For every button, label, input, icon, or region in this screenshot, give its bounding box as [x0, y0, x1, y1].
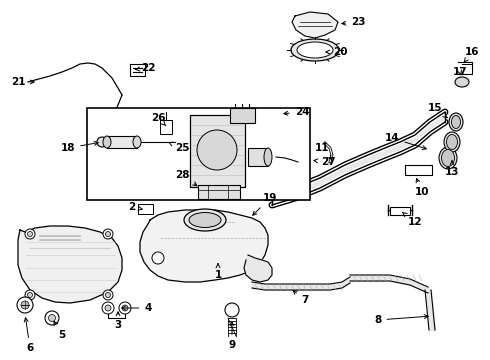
Text: 2: 2 [128, 202, 142, 212]
Ellipse shape [441, 149, 455, 166]
Text: 21: 21 [11, 77, 34, 87]
Circle shape [122, 305, 128, 311]
Polygon shape [244, 255, 272, 282]
Text: 11: 11 [315, 143, 331, 159]
Circle shape [119, 302, 131, 314]
Circle shape [45, 311, 59, 325]
Circle shape [197, 130, 237, 170]
Bar [230, 108, 255, 123]
Text: 26: 26 [151, 113, 166, 126]
Text: 1: 1 [215, 264, 221, 280]
Ellipse shape [189, 212, 221, 228]
Ellipse shape [297, 42, 333, 58]
Circle shape [105, 292, 111, 297]
Text: 28: 28 [175, 170, 197, 186]
Text: 9: 9 [228, 322, 236, 350]
Polygon shape [140, 210, 268, 282]
Text: 25: 25 [169, 142, 189, 153]
Bar [160, 120, 172, 134]
Bar [138, 204, 153, 214]
Text: 20: 20 [326, 47, 347, 57]
Bar [87, 108, 310, 200]
Text: 5: 5 [54, 321, 66, 340]
Ellipse shape [449, 113, 463, 131]
Text: 23: 23 [342, 17, 365, 27]
Text: 19: 19 [253, 193, 277, 215]
Ellipse shape [264, 148, 272, 166]
Text: 27: 27 [314, 157, 335, 167]
Text: 10: 10 [415, 179, 429, 197]
Circle shape [105, 305, 111, 311]
Text: 7: 7 [293, 291, 309, 305]
Circle shape [97, 137, 107, 147]
Ellipse shape [439, 147, 457, 169]
Text: 3: 3 [114, 312, 122, 330]
Circle shape [27, 292, 32, 297]
Text: 22: 22 [135, 63, 155, 73]
Text: 16: 16 [464, 47, 479, 62]
Circle shape [103, 290, 113, 300]
Text: 24: 24 [284, 107, 309, 117]
Circle shape [21, 301, 29, 309]
Text: 13: 13 [445, 161, 459, 177]
Bar [107, 136, 137, 148]
Ellipse shape [103, 136, 111, 148]
Text: 12: 12 [403, 212, 422, 227]
Ellipse shape [184, 209, 226, 231]
Text: 14: 14 [385, 133, 426, 149]
Polygon shape [18, 226, 122, 303]
Circle shape [49, 315, 55, 321]
Circle shape [225, 303, 239, 317]
Ellipse shape [444, 132, 460, 152]
Polygon shape [292, 12, 338, 38]
Circle shape [152, 252, 164, 264]
Circle shape [25, 290, 35, 300]
Circle shape [105, 231, 111, 237]
Bar [190, 115, 245, 187]
Bar [198, 185, 240, 199]
Ellipse shape [451, 116, 461, 129]
Circle shape [25, 229, 35, 239]
Circle shape [27, 231, 32, 237]
Ellipse shape [455, 77, 469, 87]
Circle shape [17, 297, 33, 313]
Ellipse shape [446, 135, 458, 149]
Text: 6: 6 [24, 318, 34, 353]
Text: 8: 8 [374, 315, 428, 325]
Ellipse shape [133, 136, 141, 148]
Text: 17: 17 [453, 67, 467, 77]
Bar [390, 207, 410, 215]
Circle shape [103, 229, 113, 239]
Text: 15: 15 [428, 103, 447, 118]
Text: 18: 18 [61, 141, 98, 153]
Ellipse shape [291, 39, 339, 61]
Circle shape [102, 302, 114, 314]
Text: 4: 4 [122, 303, 152, 313]
Bar [248, 148, 268, 166]
